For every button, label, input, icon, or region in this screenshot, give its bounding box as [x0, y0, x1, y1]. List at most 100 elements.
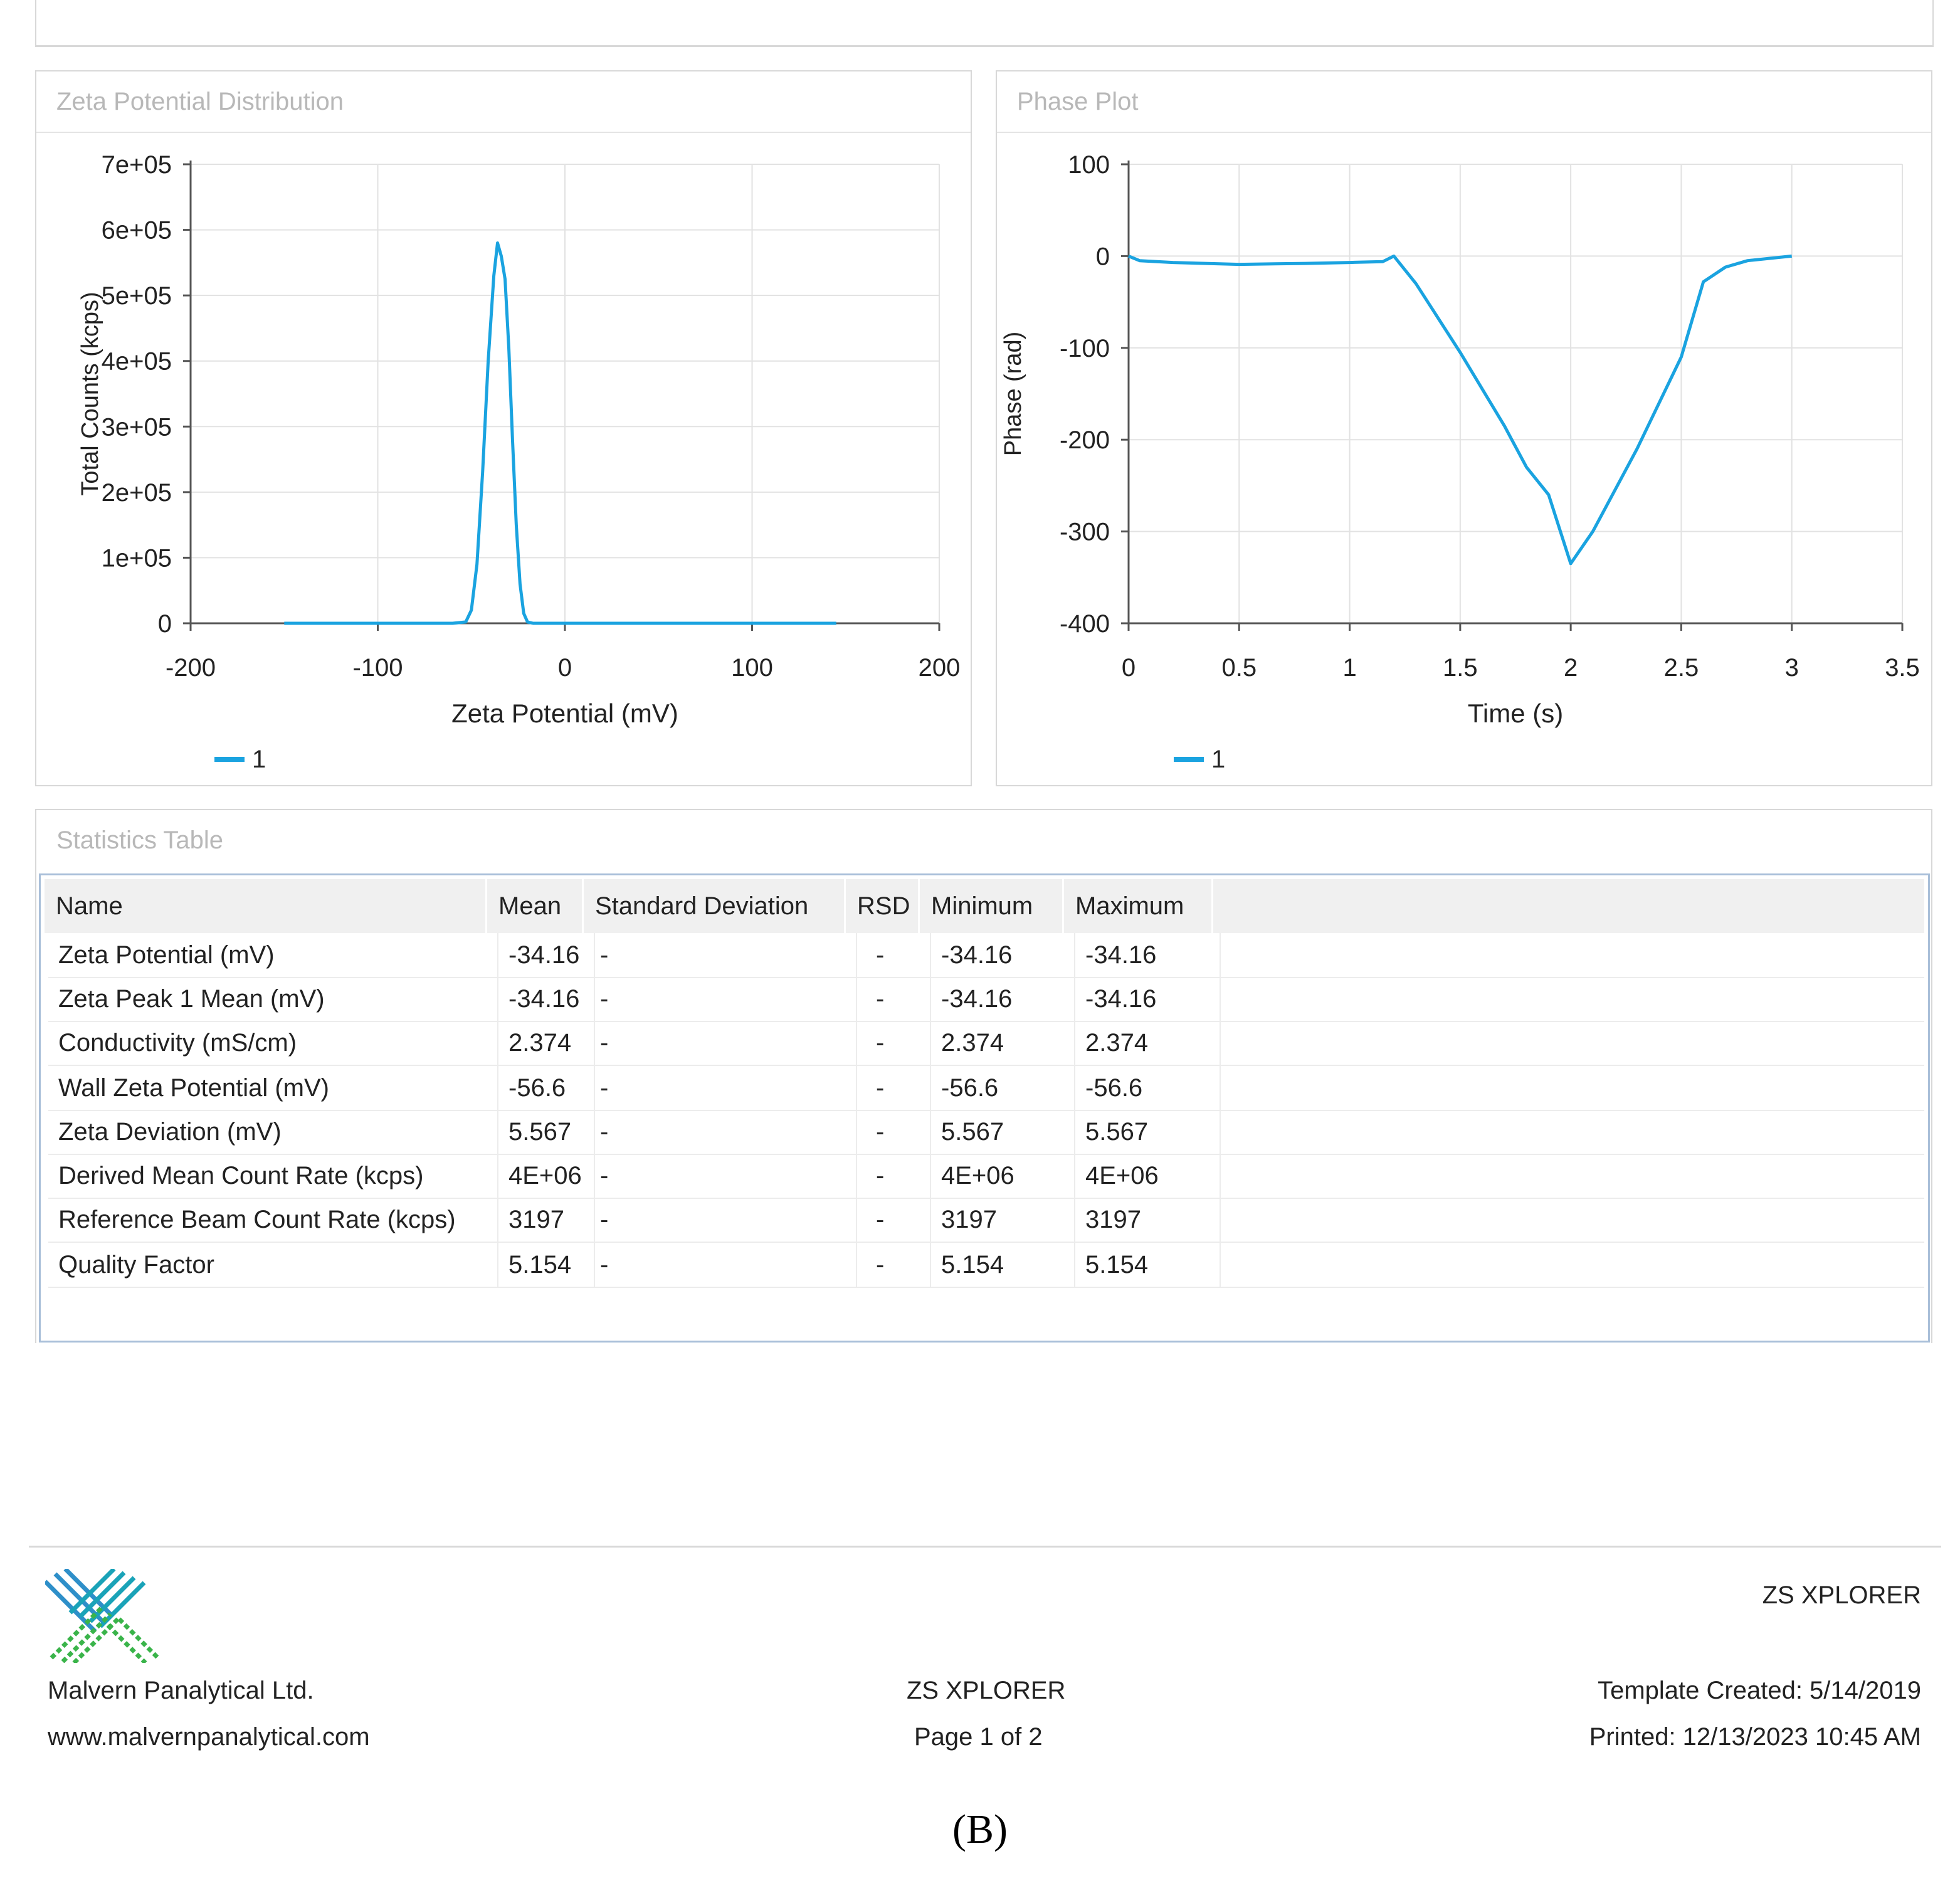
cell-name: Derived Mean Count Rate (kcps) [48, 1154, 498, 1198]
cell-mean: -56.6 [498, 1066, 595, 1110]
cell-minimum: -34.16 [931, 977, 1075, 1021]
cell-rsd: - [857, 1243, 931, 1287]
column-header-mean[interactable]: Mean [487, 879, 584, 933]
x-tick-label: 0.5 [1221, 654, 1257, 682]
cell-rsd: - [857, 1066, 931, 1110]
cell-standard-deviation: - [595, 1021, 857, 1065]
y-tick-label: 100 [1068, 151, 1110, 179]
cell-standard-deviation: - [595, 977, 857, 1021]
y-tick-label: 5e+05 [102, 282, 172, 310]
column-header-name[interactable]: Name [45, 879, 487, 933]
phase-panel-title: Phase Plot [1017, 88, 1139, 115]
cell-standard-deviation: - [595, 1066, 857, 1110]
cell-rsd: - [857, 977, 931, 1021]
column-header-maximum[interactable]: Maximum [1064, 879, 1213, 933]
cell-maximum: -56.6 [1075, 1066, 1221, 1110]
column-header-minimum[interactable]: Minimum [920, 879, 1064, 933]
cell-maximum: 5.154 [1075, 1243, 1221, 1287]
cell-rsd: - [857, 1021, 931, 1065]
footer-brand-top-right: ZS XPLORER [1762, 1581, 1921, 1609]
cell-minimum: 5.567 [931, 1110, 1075, 1154]
x-axis-title: Time (s) [1468, 699, 1563, 728]
y-tick-label: -200 [1060, 426, 1110, 454]
y-tick-label: -400 [1060, 610, 1110, 638]
footer-template-created: Template Created: 5/14/2019 [1598, 1677, 1921, 1704]
x-tick-label: 3 [1785, 654, 1799, 682]
cell-minimum: 4E+06 [931, 1154, 1075, 1198]
cell-rsd: - [857, 1110, 931, 1154]
y-tick-label: 4e+05 [102, 348, 172, 376]
x-tick-label: 3.5 [1885, 654, 1920, 682]
cell-standard-deviation: - [595, 1110, 857, 1154]
phase-plot-chart: 0 0.5 1 1.5 2 2.5 3 3.5 -400 -300 -200 -100 0 100 Time… [1000, 151, 1920, 773]
x-tick-label: 0 [558, 654, 572, 682]
cell-mean: -34.16 [498, 977, 595, 1021]
y-tick-label: 1e+05 [102, 544, 172, 572]
table-row[interactable]: Derived Mean Count Rate (kcps) 4E+06- -4E+… [48, 1154, 1924, 1199]
column-header-standard-deviation[interactable]: Standard Deviation [584, 879, 846, 933]
cell-name: Zeta Potential (mV) [48, 933, 498, 977]
table-row[interactable]: Zeta Potential (mV) -34.16- - -34.16 -34.16 [48, 933, 1924, 978]
cell-minimum: 3197 [931, 1198, 1075, 1242]
legend-label: 1 [252, 746, 266, 773]
table-row[interactable]: Reference Beam Count Rate (kcps) 3197- -31… [48, 1198, 1924, 1243]
cell-standard-deviation: - [595, 933, 857, 977]
y-tick-label: -100 [1060, 335, 1110, 362]
cell-mean: -34.16 [498, 933, 595, 977]
x-tick-label: 200 [919, 654, 961, 682]
cell-rsd: - [857, 1198, 931, 1242]
cell-name: Reference Beam Count Rate (kcps) [48, 1198, 498, 1242]
cell-standard-deviation: - [595, 1198, 857, 1242]
cell-maximum: -34.16 [1075, 933, 1221, 977]
table-row[interactable]: Wall Zeta Potential (mV) -56.6- - -56.6 -56.… [48, 1066, 1924, 1111]
x-tick-label: -200 [166, 654, 216, 682]
y-axis-title: Phase (rad) [1000, 332, 1026, 456]
cell-minimum: 5.154 [931, 1243, 1075, 1287]
y-tick-label: 0 [1096, 243, 1110, 270]
table-row[interactable]: Conductivity (mS/cm) 2.374- -2.374 2.374 [48, 1021, 1924, 1066]
table-row[interactable]: Quality Factor 5.154- -5.154 5.154 [48, 1243, 1924, 1288]
table-row[interactable]: Zeta Deviation (mV) 5.567- -5.567 5.567 [48, 1110, 1924, 1155]
zeta-panel-title: Zeta Potential Distribution [56, 88, 344, 115]
cell-mean: 3197 [498, 1198, 595, 1242]
footer-product: ZS XPLORER [907, 1677, 1066, 1704]
legend-label: 1 [1211, 746, 1225, 773]
cell-name: Zeta Deviation (mV) [48, 1110, 498, 1154]
cell-name: Conductivity (mS/cm) [48, 1021, 498, 1065]
cell-minimum: -56.6 [931, 1066, 1075, 1110]
cell-maximum: 3197 [1075, 1198, 1221, 1242]
y-tick-label: 2e+05 [102, 479, 172, 507]
footer-company: Malvern Panalytical Ltd. [48, 1677, 314, 1704]
y-tick-label: 7e+05 [102, 151, 172, 179]
y-axis-title: Total Counts (kcps) [77, 292, 103, 495]
malvern-panalytical-logo [45, 1569, 161, 1663]
table-row[interactable]: Zeta Peak 1 Mean (mV) -34.16- - -34.16 -34.1… [48, 977, 1924, 1022]
cell-rsd: - [857, 1154, 931, 1198]
x-axis-title: Zeta Potential (mV) [451, 699, 678, 728]
x-tick-label: -100 [352, 654, 403, 682]
cell-maximum: 4E+06 [1075, 1154, 1221, 1198]
panel-divider [997, 132, 1931, 133]
y-tick-label: 3e+05 [102, 413, 172, 441]
x-tick-label: 1.5 [1443, 654, 1478, 682]
cell-mean: 2.374 [498, 1021, 595, 1065]
cell-name: Quality Factor [48, 1243, 498, 1287]
column-header-rsd[interactable]: RSD [846, 879, 920, 933]
series-line [1128, 254, 1792, 566]
footer-website: www.malvernpanalytical.com [48, 1723, 370, 1751]
top-panel-strip [35, 0, 1934, 47]
y-tick-label: 6e+05 [102, 217, 172, 245]
cell-minimum: 2.374 [931, 1021, 1075, 1065]
x-tick-label: 1 [1342, 654, 1356, 682]
table-header: Name Mean Standard Deviation RSD Minimum… [45, 879, 1924, 933]
x-tick-label: 100 [731, 654, 773, 682]
x-tick-label: 0 [1122, 654, 1135, 682]
footer-printed-date: Printed: 12/13/2023 10:45 AM [1589, 1723, 1921, 1751]
figure-caption: (B) [952, 1807, 1008, 1852]
cell-mean: 4E+06 [498, 1154, 595, 1198]
footer-page-number: Page 1 of 2 [914, 1723, 1043, 1751]
zeta-distribution-chart: -200 -100 0 100 200 0 1e+05 2e+05 3e+05 4e+05 5e+0… [77, 151, 961, 773]
statistics-table[interactable]: Name Mean Standard Deviation RSD Minimum… [39, 873, 1930, 1343]
cell-rsd: - [857, 933, 931, 977]
cell-mean: 5.567 [498, 1110, 595, 1154]
